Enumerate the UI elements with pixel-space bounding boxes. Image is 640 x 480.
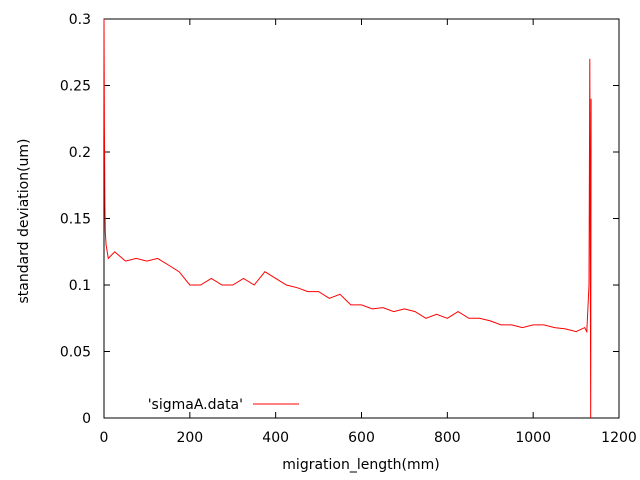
y-axis-ticks: 0 0.05 0.1 0.15 0.2 0.25 0.3 [60, 12, 619, 427]
legend-label: 'sigmaA.data' [148, 397, 243, 413]
y-tick-label: 0.1 [69, 278, 91, 294]
x-tick-label: 400 [262, 430, 289, 446]
x-tick-label: 800 [434, 430, 461, 446]
series-line [103, 18, 592, 419]
y-tick-label: 0.3 [69, 12, 91, 28]
x-tick-label: 1200 [601, 430, 637, 446]
legend: 'sigmaA.data' [148, 397, 299, 413]
x-tick-label: 600 [348, 430, 375, 446]
x-tick-label: 1000 [515, 430, 551, 446]
y-tick-label: 0.15 [60, 212, 91, 228]
series-layer [103, 18, 592, 419]
y-tick-label: 0.05 [60, 345, 91, 361]
y-tick-label: 0.2 [69, 145, 91, 161]
x-axis-label: migration_length(mm) [282, 457, 439, 473]
x-tick-label: 0 [100, 430, 109, 446]
x-tick-label: 200 [176, 430, 203, 446]
y-axis-label: standard deviation(um) [16, 138, 32, 303]
y-tick-label: 0.25 [60, 79, 91, 95]
x-axis-ticks: 0 200 400 600 800 1000 1200 [100, 19, 637, 446]
plot-area-border [103, 18, 620, 419]
y-tick-label: 0 [82, 411, 91, 427]
